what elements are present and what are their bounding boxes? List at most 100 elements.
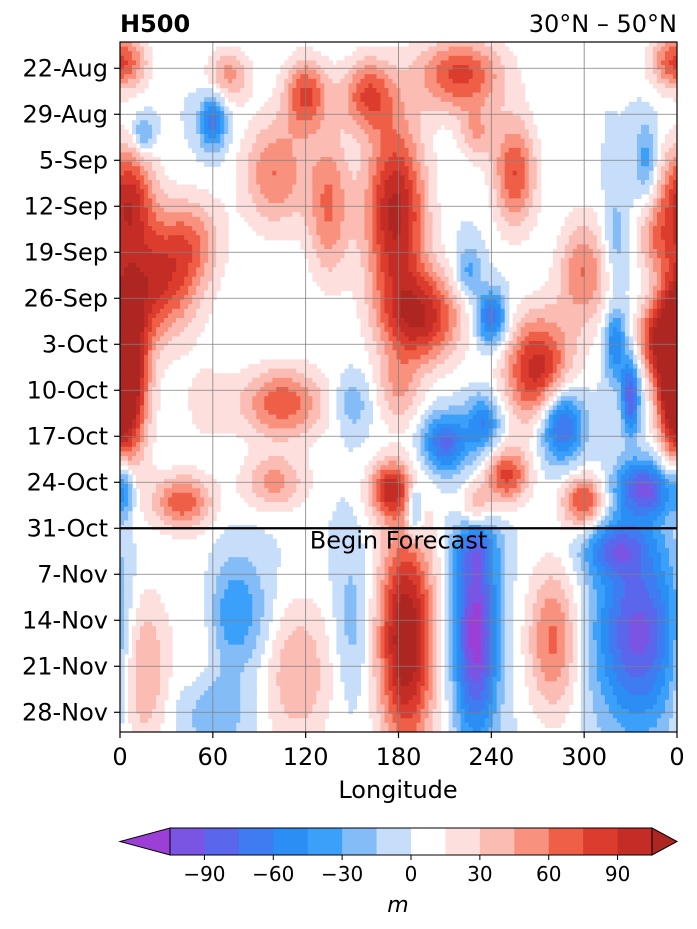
contour-cell <box>480 649 486 655</box>
contour-cell <box>516 322 526 328</box>
contour-cell <box>632 405 638 411</box>
contour-cell <box>568 460 586 466</box>
contour-cell <box>436 364 458 370</box>
contour-cell <box>640 414 646 420</box>
contour-cell <box>668 285 674 291</box>
contour-cell <box>628 534 646 540</box>
contour-cell <box>656 644 666 650</box>
contour-cell <box>380 465 406 471</box>
contour-cell <box>120 387 141 393</box>
contour-cell <box>620 451 650 457</box>
contour-cell <box>416 649 422 655</box>
contour-cell <box>608 313 626 319</box>
contour-cell <box>468 594 486 600</box>
chart-title: H500 <box>120 10 190 38</box>
contour-cell <box>476 336 482 342</box>
contour-cell <box>392 276 418 282</box>
contour-cell <box>496 423 502 429</box>
contour-cell <box>492 635 498 641</box>
contour-cell <box>212 621 221 627</box>
contour-cell <box>596 387 614 393</box>
contour-cell <box>652 161 658 167</box>
contour-cell <box>120 515 129 521</box>
contour-cell <box>656 281 662 287</box>
contour-cell <box>464 552 474 558</box>
contour-cell <box>472 566 482 572</box>
contour-cell <box>472 55 490 61</box>
contour-cell <box>632 313 642 319</box>
contour-cell <box>140 212 149 218</box>
contour-cell <box>620 603 654 609</box>
contour-cell <box>360 258 370 264</box>
contour-cell <box>412 400 422 406</box>
contour-cell <box>392 640 418 646</box>
contour-cell <box>528 460 534 466</box>
contour-cell <box>148 318 153 324</box>
contour-cell <box>468 295 478 301</box>
contour-cell <box>500 612 506 618</box>
contour-cell <box>148 414 153 420</box>
contour-cell <box>524 469 530 475</box>
contour-cell <box>384 640 390 646</box>
contour-cell <box>436 272 446 278</box>
contour-cell <box>608 308 614 314</box>
contour-cell <box>380 97 394 103</box>
contour-cell <box>220 134 225 140</box>
contour-cell <box>312 400 321 406</box>
contour-cell <box>152 304 165 310</box>
contour-cell <box>660 396 677 402</box>
contour-cell <box>132 488 137 494</box>
contour-cell <box>416 368 434 374</box>
contour-cell <box>276 170 297 176</box>
contour-cell <box>656 203 662 209</box>
contour-cell <box>664 580 674 586</box>
contour-cell <box>460 226 478 232</box>
contour-cell <box>652 267 662 273</box>
contour-cell <box>496 203 506 209</box>
contour-cell <box>460 598 466 604</box>
contour-cell <box>412 437 422 443</box>
contour-cell <box>376 649 382 655</box>
contour-cell <box>368 626 374 632</box>
contour-cell <box>456 143 470 149</box>
contour-cell <box>500 594 506 600</box>
contour-cell <box>120 433 125 439</box>
contour-cell <box>628 548 642 554</box>
contour-cell <box>484 529 494 535</box>
contour-cell <box>432 607 438 613</box>
contour-cell <box>652 327 677 333</box>
contour-cell <box>380 318 390 324</box>
contour-cell <box>596 483 602 489</box>
contour-cell <box>476 538 490 544</box>
contour-cell <box>644 203 654 209</box>
contour-cell <box>648 198 654 204</box>
contour-cell <box>664 626 670 632</box>
contour-cell <box>504 561 518 567</box>
contour-cell <box>480 331 498 337</box>
contour-cell <box>208 561 225 567</box>
contour-cell <box>420 253 430 259</box>
contour-cell <box>368 350 378 356</box>
contour-cell <box>660 46 670 52</box>
contour-cell <box>456 249 466 255</box>
contour-cell <box>420 451 430 457</box>
contour-cell <box>600 341 606 347</box>
contour-cell <box>620 373 626 379</box>
contour-cell <box>344 193 366 199</box>
contour-cell <box>484 557 490 563</box>
contour-cell <box>352 92 362 98</box>
contour-cell <box>444 538 450 544</box>
contour-cell <box>504 327 510 333</box>
contour-cell <box>448 69 474 75</box>
contour-cell <box>644 221 650 227</box>
contour-cell <box>240 368 269 374</box>
contour-cell <box>148 368 153 374</box>
contour-cell <box>136 442 141 448</box>
contour-cell <box>120 474 129 480</box>
contour-cell <box>192 483 205 489</box>
contour-cell <box>400 561 414 567</box>
contour-cell <box>224 124 229 130</box>
contour-cell <box>120 400 137 406</box>
contour-cell <box>552 451 574 457</box>
contour-cell <box>144 193 149 199</box>
